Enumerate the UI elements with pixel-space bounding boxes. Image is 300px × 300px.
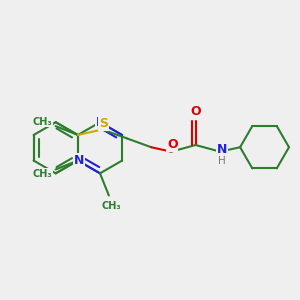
Text: N: N <box>96 116 106 129</box>
Text: O: O <box>167 139 178 152</box>
Text: CH₃: CH₃ <box>32 169 52 179</box>
Text: N: N <box>217 143 227 156</box>
Text: O: O <box>190 105 201 118</box>
Text: CH₃: CH₃ <box>101 201 121 211</box>
Text: N: N <box>74 154 84 167</box>
Text: H: H <box>218 156 226 166</box>
Text: CH₃: CH₃ <box>32 117 52 127</box>
Text: S: S <box>99 117 108 130</box>
